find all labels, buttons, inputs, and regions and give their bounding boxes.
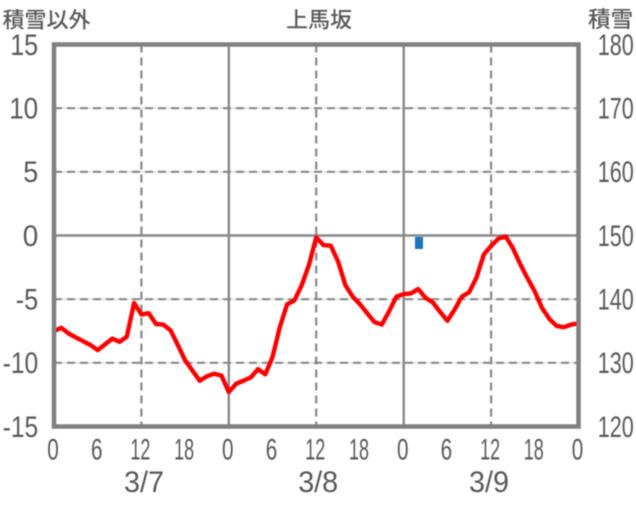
svg-text:-10: -10 <box>3 347 39 380</box>
svg-text:0: 0 <box>397 434 409 467</box>
svg-text:0: 0 <box>222 434 234 467</box>
svg-text:170: 170 <box>598 93 634 126</box>
svg-text:18: 18 <box>349 434 369 467</box>
svg-text:3/9: 3/9 <box>469 466 509 499</box>
svg-text:0: 0 <box>572 434 584 467</box>
svg-text:3/8: 3/8 <box>298 466 338 499</box>
svg-text:12: 12 <box>305 434 325 467</box>
svg-text:160: 160 <box>598 156 634 189</box>
svg-text:10: 10 <box>9 93 38 126</box>
svg-text:0: 0 <box>23 220 39 253</box>
svg-text:150: 150 <box>598 220 634 253</box>
svg-text:6: 6 <box>441 434 453 467</box>
svg-text:130: 130 <box>598 347 634 380</box>
svg-text:140: 140 <box>598 284 634 317</box>
svg-text:15: 15 <box>10 29 38 62</box>
svg-text:-15: -15 <box>3 411 39 444</box>
svg-text:12: 12 <box>480 434 500 467</box>
svg-text:3/7: 3/7 <box>124 466 164 499</box>
svg-text:18: 18 <box>524 434 544 467</box>
svg-text:18: 18 <box>174 434 194 467</box>
svg-text:5: 5 <box>23 156 38 189</box>
svg-text:6: 6 <box>91 434 103 467</box>
svg-text:120: 120 <box>598 411 634 444</box>
svg-text:-5: -5 <box>16 284 39 317</box>
svg-text:0: 0 <box>47 434 59 467</box>
svg-text:180: 180 <box>598 29 634 62</box>
svg-text:6: 6 <box>266 434 278 467</box>
svg-text:12: 12 <box>130 434 150 467</box>
